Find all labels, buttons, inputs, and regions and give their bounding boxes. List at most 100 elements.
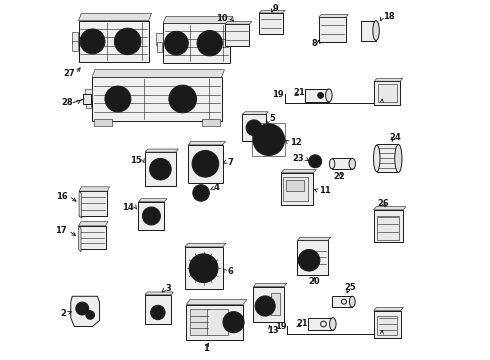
Ellipse shape <box>395 144 402 172</box>
Polygon shape <box>163 16 233 23</box>
Text: 1: 1 <box>203 344 209 353</box>
Polygon shape <box>259 10 285 13</box>
Polygon shape <box>78 226 81 252</box>
Circle shape <box>143 207 160 225</box>
Circle shape <box>165 31 188 55</box>
Bar <box>332 296 352 307</box>
Ellipse shape <box>349 296 355 307</box>
Polygon shape <box>71 296 99 327</box>
Bar <box>377 216 399 240</box>
Bar <box>186 305 243 340</box>
Circle shape <box>120 33 136 50</box>
Text: 25: 25 <box>344 283 356 292</box>
Circle shape <box>318 93 323 98</box>
Bar <box>283 177 308 201</box>
Bar <box>185 247 222 289</box>
Text: 21: 21 <box>296 320 308 328</box>
Bar <box>72 41 77 51</box>
Circle shape <box>85 34 100 49</box>
Ellipse shape <box>373 21 379 41</box>
Bar <box>308 318 333 330</box>
Circle shape <box>265 135 273 144</box>
Circle shape <box>169 36 184 50</box>
Circle shape <box>114 28 141 55</box>
Circle shape <box>155 163 166 175</box>
Ellipse shape <box>373 145 380 172</box>
Text: 19: 19 <box>275 322 286 331</box>
Bar <box>374 81 400 105</box>
Bar <box>225 24 249 46</box>
Bar <box>72 32 78 43</box>
Circle shape <box>155 310 161 315</box>
Bar <box>281 173 314 205</box>
Circle shape <box>174 90 192 108</box>
Circle shape <box>192 150 219 177</box>
Polygon shape <box>186 300 247 305</box>
Bar <box>377 315 397 336</box>
Bar <box>259 13 283 34</box>
Bar <box>188 145 222 183</box>
Circle shape <box>200 265 207 272</box>
Bar <box>286 180 304 191</box>
Bar <box>297 240 328 274</box>
Bar <box>207 310 228 335</box>
Circle shape <box>202 161 208 167</box>
Bar <box>305 89 329 102</box>
Bar <box>156 33 163 45</box>
Text: 3: 3 <box>165 284 171 293</box>
Bar <box>252 123 285 156</box>
Circle shape <box>151 305 165 320</box>
Bar <box>86 98 91 108</box>
Circle shape <box>227 316 240 328</box>
Bar <box>378 84 396 102</box>
Circle shape <box>206 40 213 47</box>
Text: 22: 22 <box>333 172 345 181</box>
Circle shape <box>202 35 218 51</box>
Bar <box>145 152 176 186</box>
Bar <box>377 144 398 172</box>
Polygon shape <box>242 112 269 114</box>
Bar <box>242 114 266 141</box>
Polygon shape <box>185 243 226 247</box>
Polygon shape <box>79 191 81 218</box>
Bar <box>318 17 345 42</box>
Text: 23: 23 <box>292 154 304 163</box>
Bar <box>190 310 209 335</box>
Circle shape <box>197 31 222 56</box>
Text: 8: 8 <box>311 40 317 49</box>
Text: 26: 26 <box>377 199 389 208</box>
Circle shape <box>86 311 95 319</box>
Polygon shape <box>318 14 348 17</box>
Circle shape <box>197 189 205 197</box>
Circle shape <box>124 38 131 45</box>
Circle shape <box>298 249 320 271</box>
Bar <box>94 119 112 126</box>
Polygon shape <box>145 149 178 152</box>
Text: 19: 19 <box>272 90 284 99</box>
Bar <box>163 23 230 63</box>
Text: 9: 9 <box>273 4 278 13</box>
Bar <box>85 89 92 100</box>
Circle shape <box>304 255 314 265</box>
Text: 15: 15 <box>130 156 142 165</box>
Circle shape <box>110 91 126 107</box>
Ellipse shape <box>349 158 356 169</box>
Text: 7: 7 <box>227 158 233 166</box>
Polygon shape <box>139 199 167 202</box>
Bar <box>79 191 107 216</box>
Circle shape <box>76 302 89 315</box>
Circle shape <box>105 86 131 112</box>
Polygon shape <box>373 207 406 210</box>
Polygon shape <box>188 141 225 145</box>
Polygon shape <box>78 13 151 21</box>
Bar <box>145 295 171 324</box>
Text: 2: 2 <box>60 309 66 318</box>
Circle shape <box>309 155 321 168</box>
Text: 28: 28 <box>61 98 73 107</box>
Circle shape <box>259 130 279 150</box>
Polygon shape <box>225 22 252 24</box>
Bar <box>139 202 164 230</box>
Circle shape <box>147 212 156 220</box>
Ellipse shape <box>330 318 336 330</box>
Circle shape <box>255 296 275 316</box>
